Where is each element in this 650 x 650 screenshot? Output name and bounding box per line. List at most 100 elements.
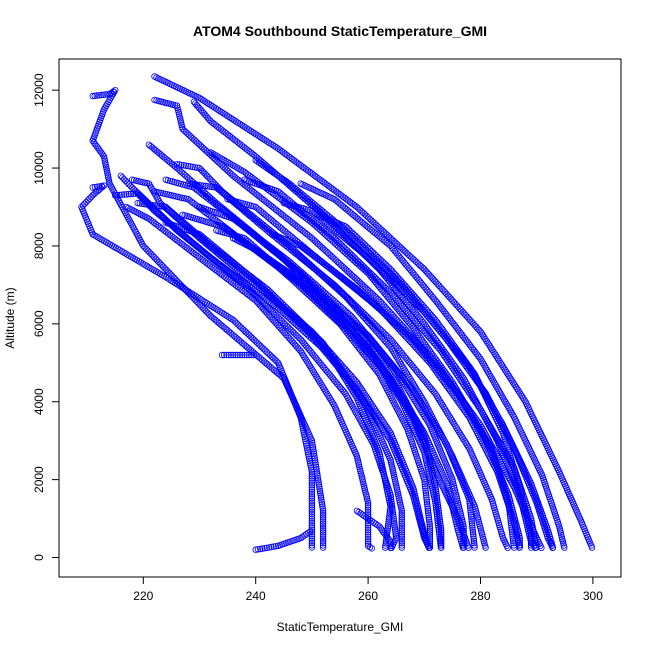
data-point: [83, 198, 90, 206]
data-point: [441, 289, 449, 296]
data-point: [319, 516, 327, 523]
data-point: [314, 474, 322, 482]
data-point: [201, 98, 209, 105]
data-point: [289, 328, 297, 335]
data-point: [308, 473, 316, 480]
data-point: [319, 509, 327, 517]
data-point: [403, 249, 410, 257]
data-point: [204, 309, 211, 317]
data-point: [308, 524, 316, 531]
data-point: [319, 537, 327, 545]
data-point: [374, 295, 381, 303]
data-point: [260, 345, 267, 353]
data-point: [308, 508, 316, 516]
data-point: [319, 544, 327, 551]
data-point: [315, 479, 322, 486]
data-point: [152, 255, 159, 262]
data-point: [300, 427, 307, 434]
data-point: [156, 260, 164, 267]
data-point: [302, 440, 310, 447]
data-point: [317, 494, 325, 501]
data-point: [294, 333, 301, 340]
data-point: [355, 278, 362, 285]
data-point: [200, 169, 208, 176]
data-point: [308, 542, 316, 549]
data-point: [93, 92, 101, 99]
data-point: [302, 435, 309, 443]
data-point: [146, 249, 153, 256]
data-point: [308, 522, 316, 529]
data-point: [308, 539, 316, 547]
data-point: [243, 125, 251, 132]
data-point: [190, 136, 198, 143]
data-point: [319, 522, 327, 530]
data-point: [197, 142, 204, 149]
data-point: [267, 351, 274, 359]
data-point: [295, 334, 303, 342]
data-point: [308, 470, 316, 478]
data-point: [319, 511, 327, 519]
data-point: [159, 263, 167, 270]
data-point: [308, 493, 316, 500]
data-point: [493, 354, 501, 361]
data-point: [309, 444, 317, 451]
data-point: [308, 513, 316, 520]
data-point: [99, 151, 106, 158]
data-point: [308, 497, 316, 504]
data-point: [308, 510, 316, 518]
data-point: [158, 261, 165, 269]
data-point: [449, 297, 456, 304]
data-point: [286, 325, 293, 332]
data-point: [234, 321, 242, 328]
data-point: [308, 490, 316, 498]
data-point: [588, 544, 596, 551]
data-point: [220, 110, 227, 117]
data-point: [285, 324, 292, 331]
data-point: [538, 544, 545, 551]
data-point: [306, 457, 313, 465]
data-point: [319, 514, 327, 521]
data-point: [307, 462, 314, 469]
data-point: [309, 441, 316, 449]
data-point: [298, 418, 305, 425]
data-point: [81, 200, 88, 207]
data-point: [155, 258, 162, 266]
data-point: [128, 184, 136, 191]
data-point: [202, 308, 210, 315]
data-point: [308, 495, 316, 502]
data-point: [299, 422, 306, 430]
data-point: [308, 475, 316, 482]
data-point: [308, 499, 316, 507]
data-point: [187, 133, 194, 140]
data-point: [79, 202, 87, 209]
data-point: [237, 324, 245, 331]
data-point: [344, 267, 351, 274]
data-point: [84, 197, 92, 204]
data-point: [308, 544, 316, 551]
data-point: [319, 518, 327, 525]
data-point: [226, 169, 234, 176]
data-point: [117, 172, 124, 179]
data-point: [189, 134, 196, 142]
data-point: [308, 515, 316, 522]
data-point: [308, 502, 316, 509]
data-point: [316, 487, 324, 495]
data-point: [201, 306, 208, 313]
data-point: [270, 355, 277, 362]
data-point: [364, 214, 372, 221]
data-point: [202, 146, 209, 154]
data-point: [283, 322, 290, 329]
data-point: [202, 171, 209, 178]
data-point: [249, 128, 256, 136]
data-point: [195, 140, 203, 148]
data-point: [86, 195, 93, 202]
data-point: [316, 485, 323, 493]
data-point: [305, 453, 312, 460]
data-point: [319, 533, 327, 540]
data-point: [315, 240, 322, 248]
data-point: [164, 268, 171, 275]
data-point: [252, 338, 259, 345]
data-point: [319, 507, 327, 514]
data-point: [323, 248, 330, 255]
